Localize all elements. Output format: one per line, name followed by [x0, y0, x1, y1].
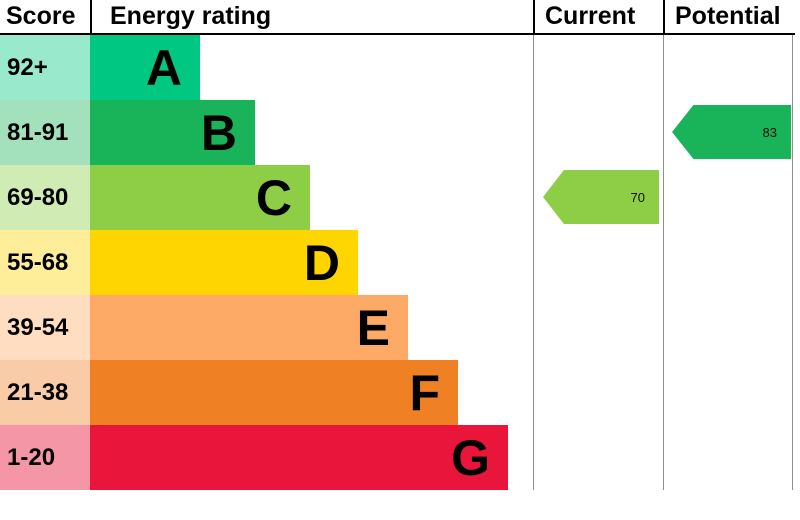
column-divider-potential-right: [792, 35, 793, 490]
header-score: Score: [6, 2, 76, 30]
band-row-e: 39-54 E: [0, 295, 533, 360]
current-rating-arrow: 70: [543, 170, 659, 224]
band-row-b: 81-91 B: [0, 100, 533, 165]
band-row-f: 21-38 F: [0, 360, 533, 425]
band-letter: G: [451, 429, 490, 486]
score-range-label: 21-38: [0, 360, 90, 425]
band-letter: B: [200, 104, 237, 161]
header-potential: Potential: [663, 0, 800, 33]
score-range-label: 69-80: [0, 165, 90, 230]
rating-bar-f: F: [90, 360, 458, 425]
score-range-label: 39-54: [0, 295, 90, 360]
header-current: Current: [533, 0, 675, 33]
column-divider-current-left: [533, 35, 534, 490]
band-letter: F: [409, 364, 440, 421]
rating-bar-d: D: [90, 230, 358, 295]
band-row-c: 69-80 C: [0, 165, 533, 230]
rating-bar-g: G: [90, 425, 508, 490]
potential-rating-value: 83: [762, 124, 777, 140]
column-divider-potential-left: [663, 35, 664, 490]
rating-bar-b: B: [90, 100, 255, 165]
score-range-label: 92+: [0, 35, 90, 100]
band-letter: C: [255, 169, 292, 226]
score-range-label: 1-20: [0, 425, 90, 490]
current-rating-value: 70: [630, 189, 645, 205]
rating-bar-e: E: [90, 295, 408, 360]
band-row-d: 55-68 D: [0, 230, 533, 295]
band-letter: D: [303, 234, 340, 291]
score-range-label: 81-91: [0, 100, 90, 165]
band-letter: E: [356, 299, 390, 356]
header-divider-line: [0, 33, 795, 35]
header-energy-rating: Energy rating: [90, 0, 553, 33]
band-row-g: 1-20 G: [0, 425, 533, 490]
band-row-a: 92+ A: [0, 35, 533, 100]
score-range-label: 55-68: [0, 230, 90, 295]
rating-bar-c: C: [90, 165, 310, 230]
rating-bar-a: A: [90, 35, 200, 100]
band-letter: A: [145, 39, 182, 96]
potential-rating-arrow: 83: [672, 105, 791, 159]
